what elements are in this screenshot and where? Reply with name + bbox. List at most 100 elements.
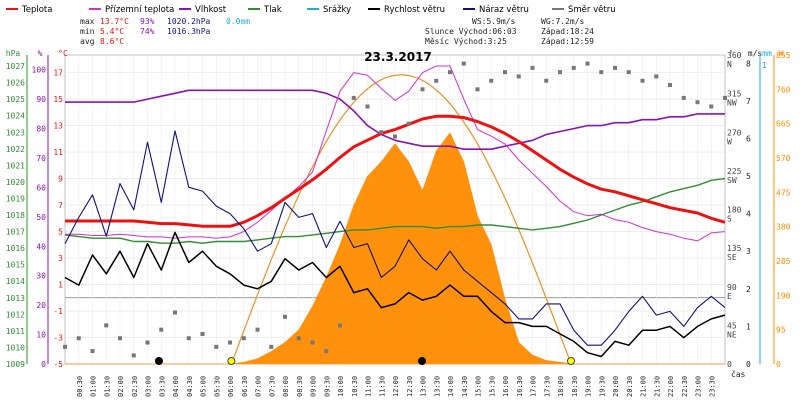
hpa-tick-label: 1024	[6, 112, 25, 121]
stats-row-label: min	[80, 27, 95, 36]
x-tick-label: 17:30	[543, 376, 551, 397]
x-tick-label: 13:30	[433, 376, 441, 397]
wm2-tick-label: 570	[776, 154, 791, 163]
wind-direction-point	[90, 349, 95, 354]
direction-compass-label: S	[727, 215, 732, 224]
hpa-tick-label: 1023	[6, 128, 25, 137]
ms-tick-label: 3	[746, 247, 751, 256]
celsius-tick-label: 15	[53, 95, 63, 104]
pressure-line	[64, 177, 726, 244]
wind-direction-point	[63, 344, 67, 349]
x-tick-label: 12:30	[406, 376, 414, 397]
mm-axis-title: mm	[762, 49, 772, 58]
x-tick-label: 18:00	[557, 376, 565, 397]
x-tick-label: 15:00	[475, 376, 483, 397]
wind-direction-point	[118, 336, 122, 341]
wind-direction-point	[503, 70, 507, 75]
stats-sunset: Západ:18:24	[541, 27, 594, 36]
percent-tick-label: 30	[36, 272, 46, 281]
x-tick-label: 12:00	[392, 376, 400, 397]
stats-humidity: 74%	[140, 27, 155, 36]
ms-tick-label: 6	[746, 134, 751, 143]
wind-direction-point	[186, 336, 191, 341]
x-tick-label: 22:30	[681, 376, 689, 397]
hpa-tick-label: 1020	[6, 178, 25, 187]
wind-direction-point	[214, 344, 219, 349]
percent-tick-label: 50	[36, 213, 46, 222]
percent-tick-label: 10	[36, 331, 46, 340]
stats-moon: Měsíc Východ:3:25	[425, 37, 507, 46]
wind-direction-point	[283, 314, 287, 319]
humidity-line	[65, 89, 725, 150]
x-tick-label: 19:00	[585, 376, 593, 397]
stats-row-label: avg	[80, 37, 95, 46]
wind-direction-point	[159, 327, 164, 332]
ground-temp-line	[65, 65, 726, 242]
wind-direction-point	[200, 331, 205, 336]
wm2-tick-label: 285	[776, 257, 791, 266]
stats-row-label: max	[80, 17, 95, 26]
stats-sun: Slunce Východ:06:03	[425, 27, 517, 36]
x-tick-label: 10:00	[337, 376, 345, 397]
stats-temp: 5.4°C	[100, 27, 124, 36]
x-tick-label: 11:30	[378, 376, 386, 397]
hpa-tick-label: 1014	[6, 277, 25, 286]
wind-direction-point	[695, 100, 700, 105]
legend-label: Teplota	[21, 5, 52, 15]
celsius-tick-label: -5	[53, 360, 63, 369]
x-tick-label: 20:00	[612, 376, 620, 397]
stats-temp: 13.7°C	[100, 17, 129, 26]
wind-direction-point	[571, 65, 576, 70]
direction-compass-label: NE	[727, 330, 737, 339]
celsius-tick-label: 5	[58, 228, 63, 237]
x-tick-label: 18:30	[571, 376, 579, 397]
x-tick-label: 17:00	[530, 376, 538, 397]
wind-direction-point	[365, 104, 370, 109]
sunrise-marker	[227, 357, 236, 365]
x-tick-label: 05:30	[213, 376, 221, 397]
direction-tick-label: 90	[727, 283, 737, 292]
mm-tick-label: 1	[762, 61, 767, 70]
hpa-tick-label: 1013	[6, 294, 25, 303]
direction-tick-label: 270	[727, 128, 742, 137]
wm2-tick-label: 190	[776, 291, 791, 300]
wind-direction-point	[296, 336, 301, 341]
stats-humidity: 93%	[140, 17, 155, 26]
x-tick-label: 13:00	[420, 376, 428, 397]
x-tick-label: 04:30	[186, 376, 194, 397]
x-tick-label: 14:00	[447, 376, 455, 397]
wind-direction-point	[228, 340, 232, 345]
radiation-area	[65, 132, 725, 365]
x-tick-label: 14:30	[461, 376, 469, 397]
wm2-tick-label: 475	[776, 188, 791, 197]
wm2-tick-label: 380	[776, 223, 791, 232]
percent-tick-label: 0	[41, 360, 46, 369]
percent-tick-label: 60	[36, 183, 46, 192]
ms-tick-label: 4	[746, 210, 751, 219]
x-tick-label: 08:00	[282, 376, 290, 397]
moonset-marker	[418, 357, 427, 365]
x-tick-label: 16:00	[502, 376, 510, 397]
wind-speed-line	[64, 231, 726, 358]
wind-direction-point	[379, 130, 384, 135]
legend-label: Vlhkost	[195, 5, 227, 15]
x-tick-label: 07:00	[255, 376, 263, 397]
hpa-tick-label: 1009	[6, 360, 25, 369]
wind-direction-point	[338, 323, 342, 328]
wind-direction-point	[558, 70, 562, 75]
wind-direction-point	[173, 310, 177, 315]
wind-direction-point	[76, 336, 81, 341]
hpa-tick-label: 1017	[6, 228, 25, 237]
x-tick-label: 23:30	[708, 376, 716, 397]
x-tick-label: 20:30	[626, 376, 634, 397]
direction-compass-label: W	[727, 137, 732, 146]
hpa-tick-label: 1021	[6, 161, 25, 170]
hpa-tick-label: 1010	[6, 343, 25, 352]
hpa-tick-label: 1027	[6, 62, 25, 71]
ms-tick-label: 7	[746, 97, 751, 106]
x-tick-label: 06:30	[241, 376, 249, 397]
x-tick-label: 19:30	[598, 376, 606, 397]
celsius-tick-label: 13	[53, 122, 63, 131]
ms-tick-label: 2	[746, 285, 751, 294]
